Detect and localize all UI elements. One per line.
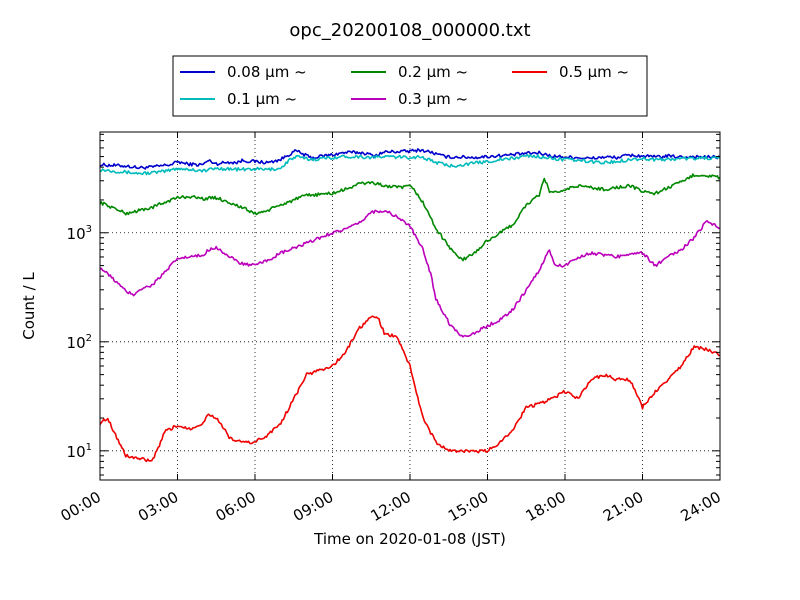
ticks [99,132,721,480]
series-layer [99,148,721,463]
x-tick-label: 24:00 [678,488,724,525]
y-tick-label: 103 [67,224,92,243]
legend-label-1: 0.1 μm ~ [227,90,297,108]
legend-label-2: 0.2 μm ~ [398,63,468,81]
legend-label-0: 0.08 μm ~ [227,63,307,81]
y-tick-label: 101 [67,442,92,461]
x-tick-label: 21:00 [600,488,646,525]
y-axis-label: Count / L [20,272,38,340]
series-line-1 [99,154,721,176]
series-line-3 [99,209,721,338]
y-tick-exponent: 1 [86,442,92,453]
series-line-4 [99,315,721,463]
legend-label-3: 0.3 μm ~ [398,90,468,108]
y-tick-base: 10 [67,334,86,352]
x-tick-label: 06:00 [213,488,259,525]
x-tick-label: 09:00 [290,488,336,525]
legend-label-4: 0.5 μm ~ [559,63,629,81]
x-tick-label: 00:00 [58,488,104,525]
y-tick-exponent: 2 [86,333,92,344]
x-tick-label: 18:00 [523,488,569,525]
series-line-2 [99,173,721,262]
legend: 0.08 μm ~ 0.1 μm ~ 0.2 μm ~ 0.3 μm ~ 0.5 μm … [172,55,648,117]
y-tick-base: 10 [67,225,86,243]
legend-box [172,55,648,117]
series-line-0 [99,148,721,170]
x-tick-label: 03:00 [135,488,181,525]
x-tick-label: 15:00 [445,488,491,525]
y-tick-base: 10 [67,443,86,461]
y-tick-exponent: 3 [86,224,92,235]
x-tick-label: 12:00 [368,488,414,525]
grid [100,132,720,480]
chart-title: opc_20200108_000000.txt [289,20,530,41]
x-axis-label: Time on 2020-01-08 (JST) [313,530,506,548]
x-tick-labels: 00:00 03:00 06:00 09:00 12:00 15:00 18:00 21:00… [58,488,724,525]
y-tick-label: 102 [67,333,92,352]
